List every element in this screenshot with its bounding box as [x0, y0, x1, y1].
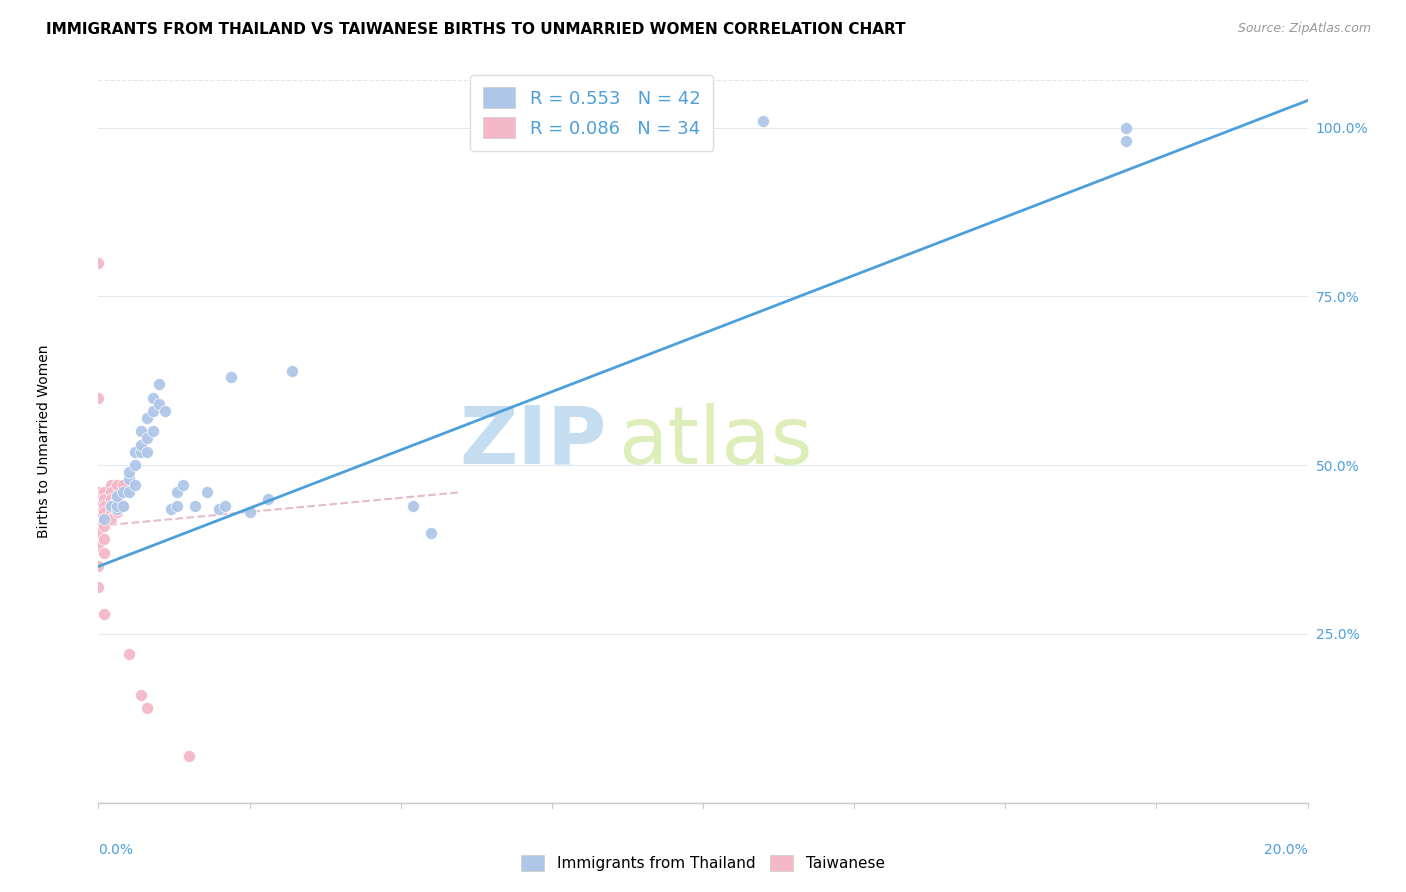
- Point: [118, 472, 141, 486]
- Point: [124, 458, 146, 472]
- Point: [87, 580, 110, 594]
- Point: [111, 499, 134, 513]
- Point: [100, 499, 122, 513]
- Point: [160, 502, 183, 516]
- Point: [142, 425, 165, 439]
- Point: [118, 485, 141, 500]
- Point: [184, 499, 207, 513]
- Point: [87, 499, 110, 513]
- Point: [124, 478, 146, 492]
- Point: [100, 491, 122, 506]
- Point: [420, 525, 443, 540]
- Point: [142, 391, 165, 405]
- Point: [195, 485, 218, 500]
- Point: [105, 502, 128, 516]
- Point: [87, 505, 110, 519]
- Text: ZIP: ZIP: [458, 402, 606, 481]
- Point: [93, 607, 115, 621]
- Point: [153, 404, 176, 418]
- Point: [111, 478, 134, 492]
- Point: [93, 512, 115, 526]
- Point: [87, 539, 110, 553]
- Point: [129, 438, 152, 452]
- Point: [118, 647, 141, 661]
- Point: [166, 485, 188, 500]
- Point: [93, 512, 115, 526]
- Point: [239, 505, 262, 519]
- Point: [93, 505, 115, 519]
- Point: [135, 444, 157, 458]
- Point: [1115, 120, 1137, 135]
- Point: [105, 478, 128, 492]
- Point: [256, 491, 278, 506]
- Text: Source: ZipAtlas.com: Source: ZipAtlas.com: [1237, 22, 1371, 36]
- Point: [93, 491, 115, 506]
- Text: atlas: atlas: [619, 402, 813, 481]
- Point: [118, 465, 141, 479]
- Point: [87, 525, 110, 540]
- Point: [87, 255, 110, 269]
- Point: [100, 478, 122, 492]
- Point: [752, 113, 775, 128]
- Text: 0.0%: 0.0%: [98, 843, 134, 856]
- Point: [93, 499, 115, 513]
- Point: [281, 364, 304, 378]
- Point: [93, 533, 115, 547]
- Point: [1115, 134, 1137, 148]
- Point: [129, 444, 152, 458]
- Text: Births to Unmarried Women: Births to Unmarried Women: [37, 345, 51, 538]
- Legend: Immigrants from Thailand, Taiwanese: Immigrants from Thailand, Taiwanese: [515, 849, 891, 877]
- Point: [100, 505, 122, 519]
- Point: [93, 546, 115, 560]
- Point: [105, 499, 128, 513]
- Point: [111, 499, 134, 513]
- Point: [87, 485, 110, 500]
- Legend: R = 0.553   N = 42, R = 0.086   N = 34: R = 0.553 N = 42, R = 0.086 N = 34: [470, 75, 713, 151]
- Point: [100, 512, 122, 526]
- Point: [129, 688, 152, 702]
- Point: [214, 499, 236, 513]
- Point: [148, 377, 170, 392]
- Point: [124, 444, 146, 458]
- Point: [129, 425, 152, 439]
- Point: [179, 748, 201, 763]
- Point: [135, 701, 157, 715]
- Point: [87, 559, 110, 574]
- Point: [142, 404, 165, 418]
- Point: [87, 519, 110, 533]
- Point: [87, 391, 110, 405]
- Point: [100, 499, 122, 513]
- Point: [105, 489, 128, 503]
- Point: [135, 411, 157, 425]
- Point: [402, 499, 425, 513]
- Point: [111, 485, 134, 500]
- Text: IMMIGRANTS FROM THAILAND VS TAIWANESE BIRTHS TO UNMARRIED WOMEN CORRELATION CHAR: IMMIGRANTS FROM THAILAND VS TAIWANESE BI…: [46, 22, 905, 37]
- Point: [105, 505, 128, 519]
- Point: [93, 519, 115, 533]
- Point: [166, 499, 188, 513]
- Point: [221, 370, 243, 384]
- Point: [135, 431, 157, 445]
- Point: [93, 485, 115, 500]
- Point: [148, 397, 170, 411]
- Point: [172, 478, 194, 492]
- Text: 20.0%: 20.0%: [1264, 843, 1308, 856]
- Point: [100, 485, 122, 500]
- Point: [208, 502, 231, 516]
- Point: [105, 491, 128, 506]
